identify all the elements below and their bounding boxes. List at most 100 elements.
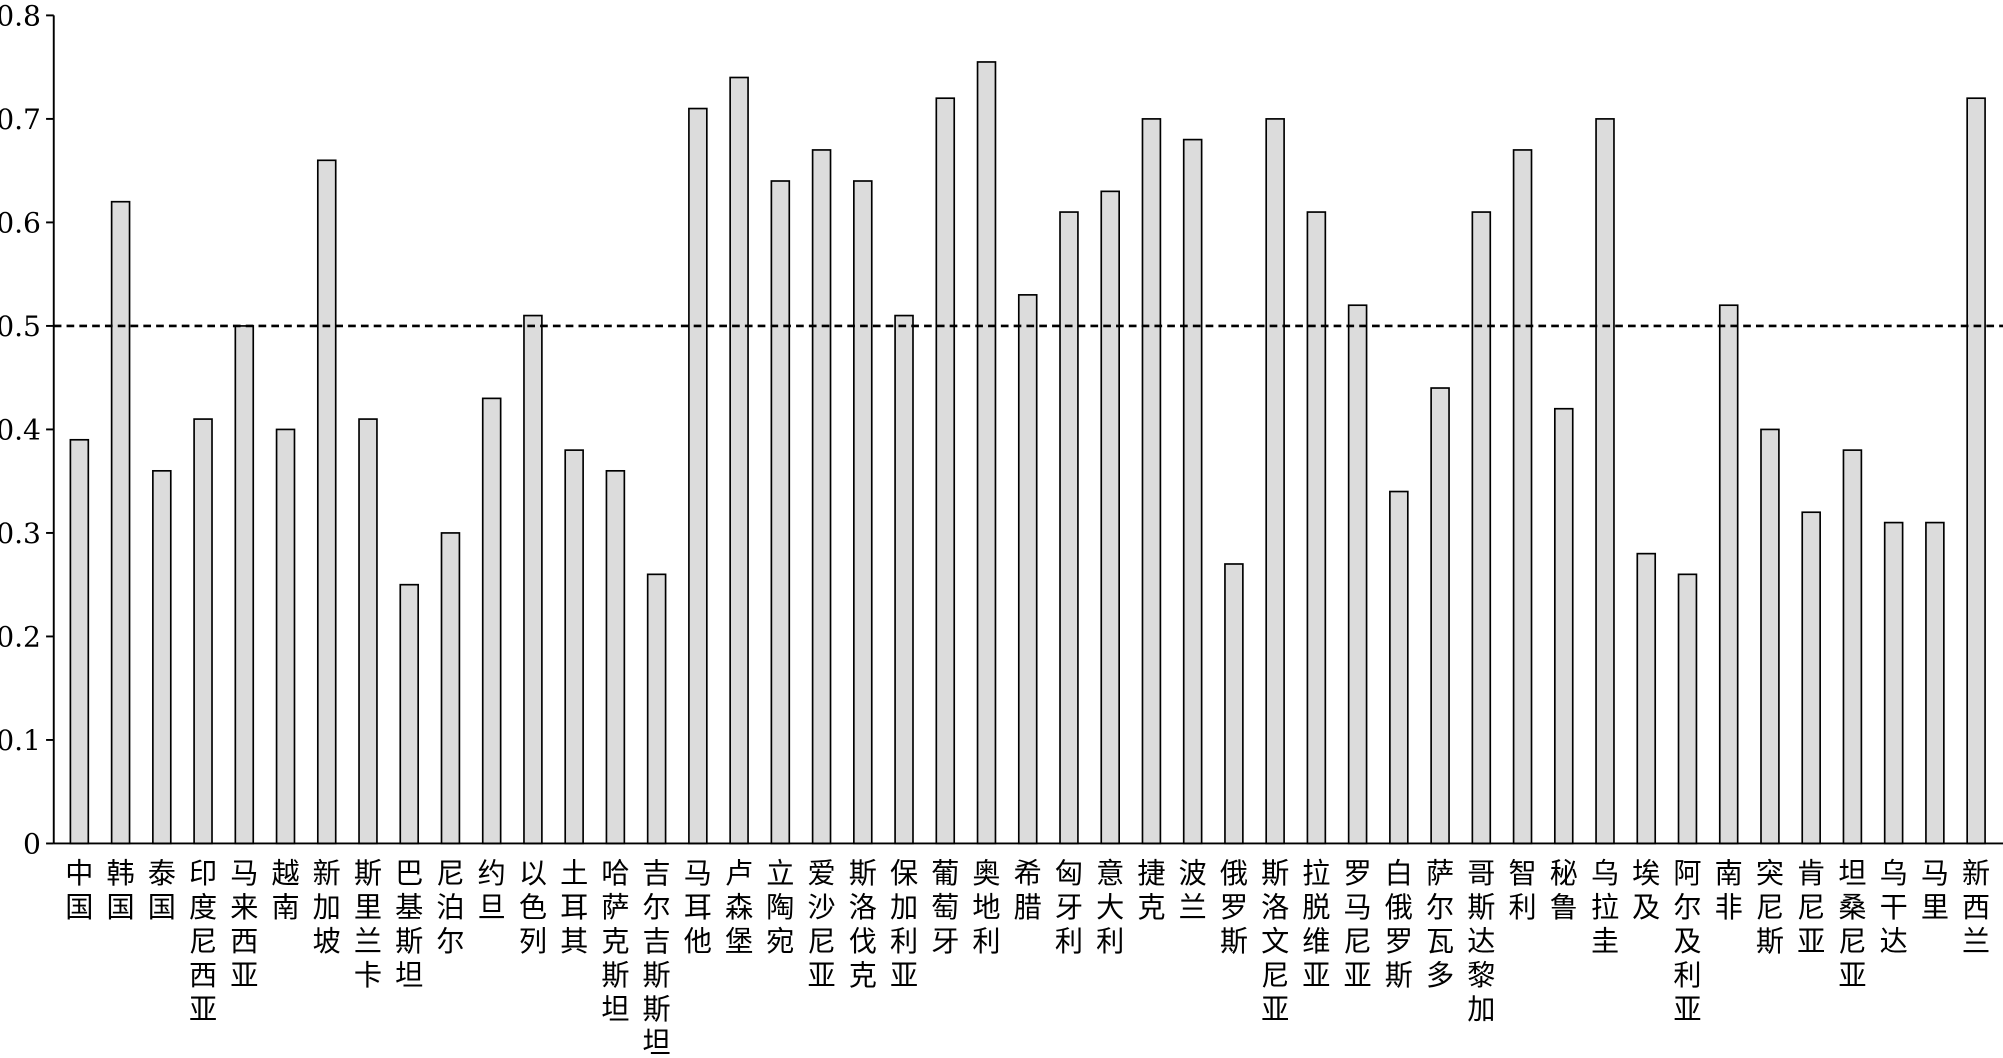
bar	[1553, 407, 1574, 845]
x-tick-label: 阿尔及利亚	[1673, 857, 1701, 1026]
x-tick-label: 卢森堡	[725, 857, 753, 958]
bar	[358, 418, 378, 845]
x-tick-label: 斯洛文尼亚	[1261, 857, 1289, 1026]
bar	[1430, 387, 1450, 845]
x-tick-label: 爱沙尼亚	[807, 857, 835, 992]
x-tick-label: 韩国	[107, 857, 135, 924]
x-tick-label: 波兰	[1179, 857, 1207, 924]
x-tick-label: 突尼斯	[1756, 857, 1784, 958]
x-tick-label: 南非	[1715, 857, 1743, 924]
x-tick-label: 俄罗斯	[1220, 857, 1248, 958]
y-tick-label: 0.8	[0, 0, 41, 33]
x-tick-label: 新西兰	[1962, 857, 1990, 958]
bar	[1141, 118, 1162, 845]
bar	[646, 573, 667, 845]
x-tick-label: 奥地利	[972, 857, 1000, 958]
bar	[110, 200, 131, 845]
bar	[399, 583, 420, 845]
x-tick-label: 尼泊尔	[436, 857, 464, 958]
bar	[1883, 521, 1904, 845]
bar	[1966, 97, 1986, 845]
x-tick-label: 以色列	[519, 857, 547, 958]
bar	[1017, 294, 1038, 845]
y-tick-label: 0.1	[0, 724, 41, 757]
bar	[481, 397, 502, 845]
x-tick-label: 乌干达	[1880, 857, 1908, 958]
x-tick-label: 马来西亚	[230, 857, 258, 992]
bar	[152, 469, 172, 845]
bar	[1801, 511, 1821, 845]
bar	[1389, 490, 1409, 845]
x-tick-label: 坦桑尼亚	[1838, 857, 1866, 992]
x-tick-label: 泰国	[148, 857, 176, 924]
x-tick-label: 巴基斯坦	[395, 857, 423, 992]
bar	[1347, 304, 1368, 845]
x-tick-label: 肯尼亚	[1797, 857, 1825, 958]
bar	[1595, 118, 1615, 845]
bar	[1059, 211, 1079, 845]
bar	[275, 428, 296, 845]
x-tick-label: 拉脱维亚	[1302, 857, 1330, 992]
bar	[1718, 304, 1739, 845]
y-tick-label: 0.7	[0, 103, 41, 136]
x-tick-label: 埃及	[1632, 857, 1660, 924]
x-tick-label: 秘鲁	[1550, 857, 1578, 924]
bar	[193, 418, 213, 845]
bar	[1636, 552, 1657, 845]
bar	[1677, 573, 1698, 845]
x-tick-label: 印度尼西亚	[189, 857, 217, 1026]
y-tick-label: 0.2	[0, 621, 41, 654]
bar	[1182, 138, 1203, 845]
x-tick-label: 马里	[1921, 857, 1949, 924]
bar	[811, 149, 832, 845]
x-tick-label: 斯里兰卡	[354, 857, 382, 992]
x-tick-label: 智利	[1508, 857, 1536, 924]
bar	[1471, 211, 1492, 845]
bar	[853, 180, 873, 845]
bar	[935, 97, 956, 845]
x-tick-label: 新加坡	[313, 857, 341, 958]
y-tick-label: 0.6	[0, 207, 41, 240]
x-tick-label: 吉尔吉斯斯坦	[643, 857, 671, 1058]
bar	[729, 76, 749, 845]
bar	[976, 61, 997, 845]
x-tick-label: 哈萨克斯坦	[601, 857, 629, 1026]
bar	[1512, 149, 1533, 845]
bar	[69, 438, 90, 845]
x-tick-label: 意大利	[1096, 857, 1124, 958]
bar	[605, 469, 626, 845]
x-tick-label: 马耳他	[684, 857, 712, 958]
y-tick-label: 0	[23, 828, 41, 861]
bar	[564, 449, 584, 845]
bar	[316, 159, 337, 845]
x-tick-label: 中国	[65, 857, 93, 924]
bar	[234, 325, 255, 845]
bar	[1265, 118, 1285, 845]
bar	[523, 314, 543, 845]
bar	[1925, 521, 1945, 845]
bar	[1224, 563, 1244, 845]
bar	[1760, 428, 1780, 845]
x-tick-label: 罗马尼亚	[1344, 857, 1372, 992]
x-tick-label: 越南	[271, 857, 299, 924]
x-tick-label: 希腊	[1014, 857, 1042, 924]
bar	[1100, 190, 1120, 845]
bar	[1842, 449, 1863, 845]
bar	[894, 314, 914, 845]
x-tick-label: 匈牙利	[1055, 857, 1083, 958]
x-tick-label: 哥斯达黎加	[1467, 857, 1495, 1026]
bar	[770, 180, 791, 845]
x-tick-label: 土耳其	[560, 857, 588, 958]
x-tick-label: 约旦	[478, 857, 506, 924]
x-tick-label: 萨尔瓦多	[1426, 857, 1454, 992]
x-tick-label: 白俄罗斯	[1385, 857, 1413, 992]
bar	[440, 532, 461, 845]
x-tick-label: 立陶宛	[766, 857, 794, 958]
y-tick-label: 0.3	[0, 517, 41, 550]
x-tick-label: 保加利亚	[890, 857, 918, 992]
bar	[688, 107, 708, 845]
y-tick-label: 0.5	[0, 310, 41, 343]
x-tick-label: 葡萄牙	[931, 857, 959, 958]
x-tick-label: 斯洛伐克	[849, 857, 877, 992]
